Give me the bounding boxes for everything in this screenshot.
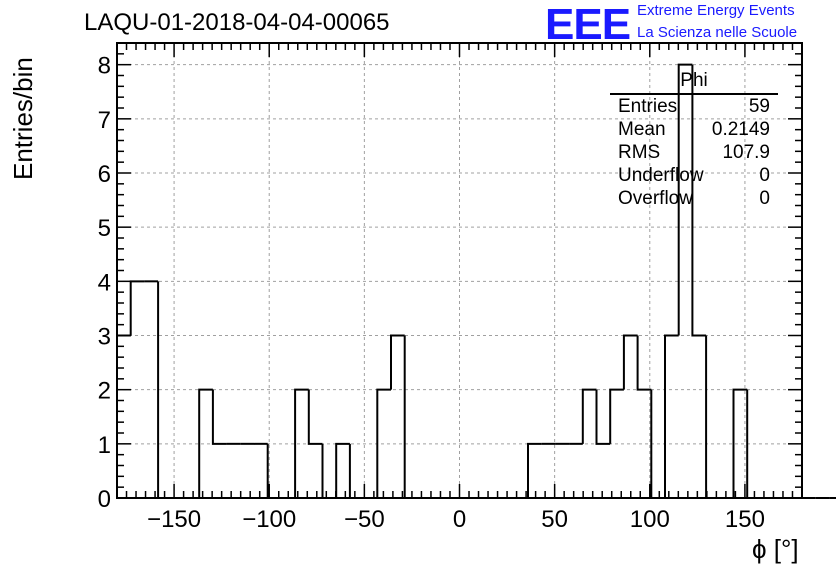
histogram-bin — [335, 442, 350, 498]
histogram-bin — [294, 388, 309, 498]
x-tick-label: −150 — [147, 506, 201, 533]
histogram-bin — [129, 280, 145, 336]
axis-tick-labels: −150 −100 −50 0 50 100 150 0 1 2 3 4 5 6 7 8 — [98, 53, 765, 533]
stats-label: Entries — [618, 96, 678, 117]
histogram-bin — [403, 335, 419, 499]
y-tick-label: 5 — [98, 215, 111, 242]
stats-label: Underflow — [618, 165, 704, 186]
histogram-bin — [116, 334, 131, 498]
y-tick-label: 1 — [98, 432, 111, 459]
stats-value: 0 — [759, 165, 770, 186]
stats-row-rms: RMS 107.9 — [610, 141, 778, 164]
x-axis-label: ϕ [°] — [752, 534, 799, 564]
page-title: LAQU-01-2018-04-04-00065 — [84, 9, 390, 36]
stats-row-underflow: Underflow 0 — [610, 164, 778, 187]
histogram-bin — [527, 442, 542, 498]
histogram-bin — [198, 388, 213, 498]
plot-frame — [116, 42, 803, 499]
y-axis-label: Entries/bin — [8, 57, 38, 180]
x-tick-label: −50 — [344, 506, 385, 533]
y-tick-label: 6 — [98, 161, 111, 188]
x-tick-label: 50 — [541, 506, 568, 533]
stats-label: RMS — [618, 142, 661, 163]
histogram-bin — [677, 63, 693, 336]
histogram-bin — [732, 388, 748, 498]
y-tick-label: 3 — [98, 324, 111, 351]
logo-line-2: La Scienza nelle Scuole — [637, 24, 798, 41]
stats-label: Overflow — [618, 188, 693, 209]
histogram-bin — [348, 443, 364, 499]
x-tick-label: 150 — [725, 506, 765, 533]
histogram-bin — [581, 388, 597, 444]
stats-row-entries: Entries 59 — [610, 95, 778, 118]
stats-value: 59 — [748, 96, 770, 117]
histogram-bin — [390, 334, 405, 390]
stats-box: Phi Entries 59 Mean 0.2149 RMS 107.9 Und… — [610, 70, 778, 210]
stats-value: 0.2149 — [711, 119, 770, 140]
histogram-bin — [622, 334, 638, 390]
x-tick-label: −100 — [242, 506, 296, 533]
histogram-bin — [211, 389, 227, 445]
histogram-bin — [595, 389, 611, 445]
stats-row-mean: Mean 0.2149 — [610, 118, 778, 141]
x-tick-label: 100 — [630, 506, 670, 533]
stats-title: Phi — [610, 70, 778, 95]
stats-value: 107.9 — [722, 142, 770, 163]
y-tick-label: 2 — [98, 378, 111, 405]
y-tick-label: 8 — [98, 53, 111, 80]
x-tick-label: 0 — [453, 506, 466, 533]
eee-logo: EEE — [545, 0, 631, 49]
y-tick-label: 0 — [98, 486, 111, 513]
histogram-bin — [321, 443, 337, 499]
histogram-bin — [705, 335, 720, 499]
histogram-bin — [636, 335, 652, 391]
histogram-bin — [376, 388, 391, 498]
histogram-bin — [307, 389, 323, 445]
stats-row-overflow: Overflow 0 — [610, 187, 778, 210]
stats-label: Mean — [618, 119, 666, 140]
histogram-bin — [691, 64, 707, 337]
y-tick-label: 7 — [98, 107, 111, 134]
logo-line-1: Extreme Energy Events — [637, 2, 795, 19]
histogram-bin — [664, 334, 679, 498]
histogram-bin — [609, 388, 624, 444]
axis-ticks — [117, 42, 802, 498]
stats-value: 0 — [759, 188, 770, 209]
y-tick-label: 4 — [98, 269, 111, 296]
